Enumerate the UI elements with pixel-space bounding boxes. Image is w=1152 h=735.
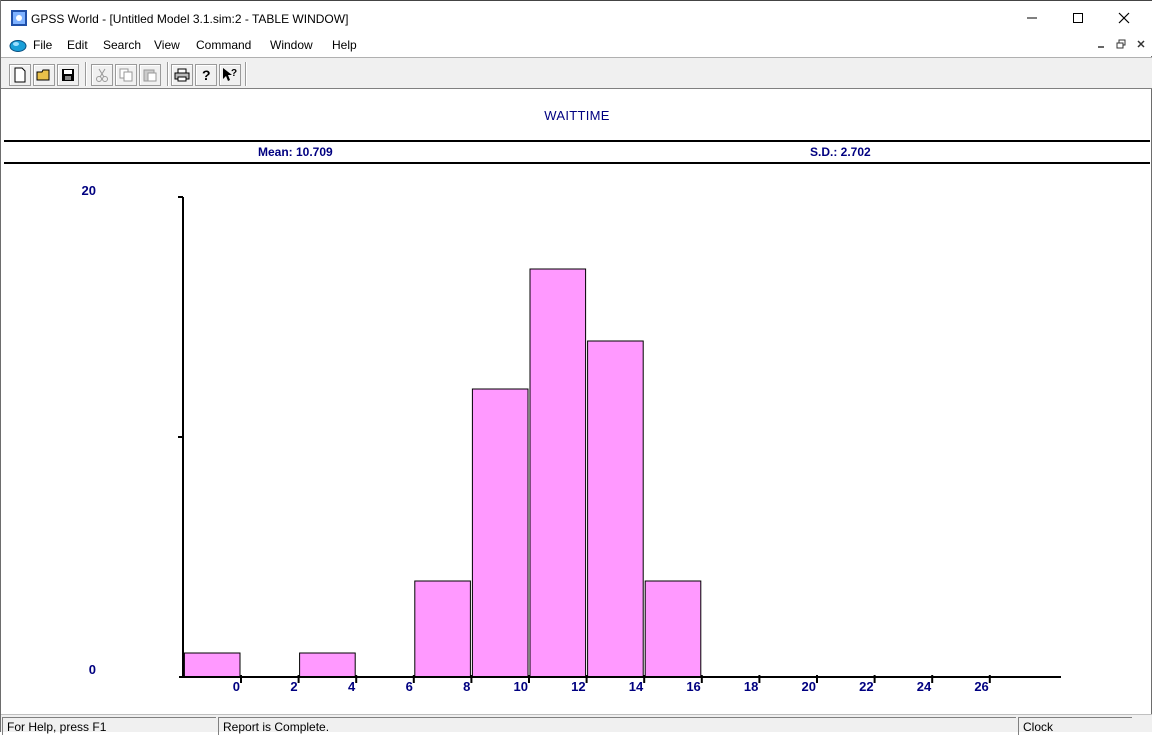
maximize-button[interactable] — [1055, 1, 1101, 35]
x-tick-label: 20 — [802, 679, 816, 694]
cut-button[interactable] — [91, 64, 113, 86]
close-button[interactable] — [1101, 1, 1147, 35]
sd-label: S.D.: 2.702 — [810, 145, 871, 159]
toolbar-separator — [167, 62, 169, 86]
paste-icon — [143, 69, 157, 82]
histogram-bar — [471, 388, 529, 678]
window-title: GPSS World - [Untitled Model 3.1.sim:2 -… — [31, 12, 349, 26]
copy-button[interactable] — [115, 64, 137, 86]
x-tick-label: 6 — [406, 679, 413, 694]
svg-text:?: ? — [231, 68, 237, 79]
x-tick-label: 14 — [629, 679, 644, 694]
x-tick-label: 0 — [233, 679, 240, 694]
maximize-icon — [1073, 13, 1083, 23]
menu-window[interactable]: Window — [270, 38, 313, 52]
save-button[interactable] — [57, 64, 79, 86]
y-tick-label: 20 — [82, 183, 96, 198]
status-help-text: For Help, press F1 — [2, 717, 216, 735]
context-help-button[interactable]: ? — [219, 64, 241, 86]
histogram-bar — [299, 652, 356, 678]
print-icon — [174, 68, 190, 82]
save-icon — [62, 69, 74, 81]
menu-command[interactable]: Command — [196, 38, 252, 52]
mdi-minimize-button[interactable] — [1094, 39, 1108, 53]
status-bar: For Help, press F1 Report is Complete. C… — [1, 714, 1152, 735]
menu-search[interactable]: Search — [103, 38, 142, 52]
x-tick-label: 16 — [686, 679, 700, 694]
x-tick-label: 22 — [859, 679, 873, 694]
help-icon: ? — [202, 67, 211, 83]
gpss-app-icon — [11, 10, 27, 26]
close-icon — [1137, 40, 1145, 48]
help-button[interactable]: ? — [195, 64, 217, 86]
status-message: Report is Complete. — [218, 717, 1016, 735]
open-button[interactable] — [33, 64, 55, 86]
context-help-icon: ? — [223, 68, 237, 81]
minimize-button[interactable] — [1009, 1, 1055, 35]
minimize-icon — [1027, 17, 1037, 19]
paste-button[interactable] — [139, 64, 161, 86]
table-title: WAITTIME — [544, 108, 610, 123]
new-button[interactable] — [9, 64, 31, 86]
x-tick-label: 2 — [290, 679, 297, 694]
menu-view[interactable]: View — [154, 38, 180, 52]
menu-help[interactable]: Help — [332, 38, 357, 52]
mdi-restore-button[interactable] — [1114, 39, 1128, 53]
x-tick-label: 10 — [514, 679, 528, 694]
copy-icon — [119, 68, 133, 82]
menu-file[interactable]: File — [33, 38, 53, 52]
status-clock: Clock — [1018, 717, 1132, 735]
cut-icon — [96, 68, 108, 82]
menu-edit[interactable]: Edit — [67, 38, 88, 52]
histogram-bar — [644, 580, 702, 678]
histogram-bar — [183, 652, 241, 678]
toolbar-separator — [85, 62, 87, 86]
histogram-bar — [529, 268, 587, 678]
new-icon — [14, 67, 26, 83]
svg-text:?: ? — [202, 67, 211, 83]
histogram-bar — [414, 580, 471, 678]
print-button[interactable] — [171, 64, 193, 86]
x-tick-label: 4 — [348, 679, 356, 694]
minimize-icon — [1098, 46, 1104, 48]
toolbar: ? ? — [1, 57, 1152, 89]
x-tick-label: 24 — [917, 679, 932, 694]
close-icon — [1118, 12, 1130, 24]
header-divider-top — [4, 140, 1150, 142]
open-icon — [36, 69, 50, 81]
histogram-bar — [587, 340, 644, 678]
x-tick-label: 18 — [744, 679, 758, 694]
y-tick-label: 0 — [89, 662, 96, 677]
x-tick-label: 12 — [571, 679, 585, 694]
x-tick-label: 8 — [463, 679, 470, 694]
x-tick-label: 26 — [974, 679, 988, 694]
document-window-icon[interactable] — [9, 38, 27, 52]
toolbar-separator — [245, 62, 247, 86]
mdi-close-button[interactable] — [1134, 39, 1148, 53]
title-bar: GPSS World - [Untitled Model 3.1.sim:2 -… — [1, 0, 1152, 34]
mean-label: Mean: 10.709 — [258, 145, 333, 159]
menu-bar: File Edit Search View Command Window Hel… — [1, 34, 1152, 56]
table-window: WAITTIME Mean: 10.709 S.D.: 2.702 0 20 0 2 4… — [4, 90, 1150, 712]
restore-icon — [1116, 39, 1126, 49]
header-divider-bottom — [4, 162, 1150, 164]
